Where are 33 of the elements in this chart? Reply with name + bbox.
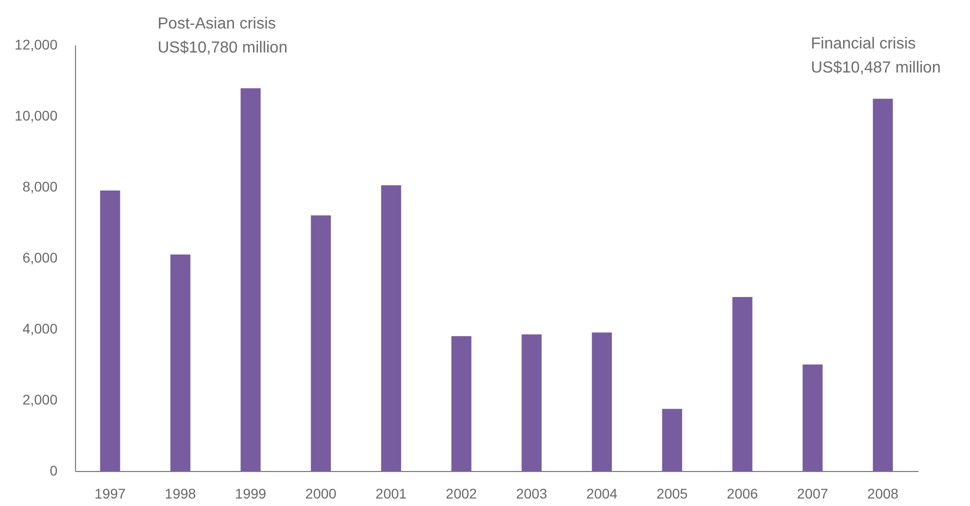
x-tick-label: 2002 [446, 486, 478, 502]
y-tick-label: 8,000 [22, 178, 58, 194]
bar [240, 88, 261, 471]
x-tick-label: 2008 [867, 486, 899, 502]
y-tick-label: 6,000 [22, 250, 58, 266]
bar [522, 334, 542, 471]
annotation: Post-Asian crisis US$10,780 million [158, 15, 288, 56]
y-tick-label: 10,000 [14, 108, 58, 124]
x-tick-label: 1998 [164, 486, 196, 502]
x-tick-label: 2007 [797, 486, 828, 502]
bar [662, 408, 682, 471]
x-tick-label: 2001 [376, 486, 407, 502]
x-tick-label: 2005 [656, 486, 688, 502]
y-tick-label: 12,000 [14, 36, 58, 52]
bar [592, 332, 612, 471]
x-tick-label: 1999 [235, 486, 266, 502]
x-tick-label: 1997 [94, 486, 126, 502]
bar [732, 297, 752, 471]
annotation: Financial crisis US$10,487 million [810, 36, 941, 77]
x-tick-label: 2000 [305, 486, 337, 502]
y-tick-label: 0 [50, 462, 58, 478]
bar [310, 215, 331, 471]
bar [100, 190, 120, 471]
bar [451, 336, 472, 471]
y-tick-label: 2,000 [22, 392, 58, 408]
x-tick-label: 2003 [516, 486, 548, 502]
x-tick-label: 2004 [586, 486, 618, 502]
x-tick-label: 2006 [726, 486, 758, 502]
bar [802, 364, 823, 471]
bar [872, 98, 893, 471]
bar [170, 254, 190, 471]
bar [381, 185, 402, 471]
y-tick-label: 4,000 [22, 320, 58, 336]
